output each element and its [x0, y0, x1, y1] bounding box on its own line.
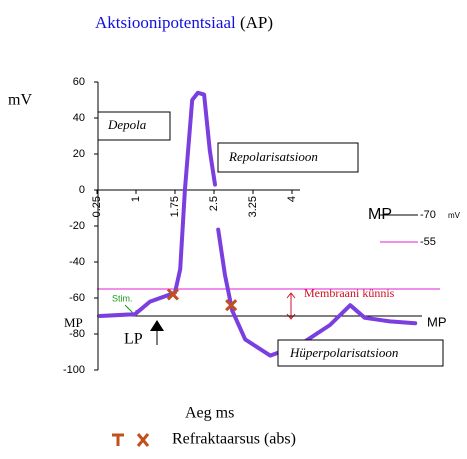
threshold-arrow	[286, 292, 296, 320]
legend-label: Refraktaarsus (abs)	[172, 431, 296, 448]
annotation: Depola	[107, 117, 147, 132]
y-tick-label: 20	[73, 148, 85, 160]
y-tick-label: 40	[73, 112, 85, 124]
y-tick-label: -80	[69, 328, 85, 340]
annotation: Membraani künnis	[304, 286, 395, 300]
annotation: Repolarisatsioon	[228, 149, 318, 164]
x-tick-label: 3.25	[247, 196, 259, 217]
title-main: Aktsioonipotentsiaal	[95, 13, 236, 32]
box	[277, 339, 444, 367]
y-tick-label: 0	[79, 184, 85, 196]
annotation: Hüperpolarisatsioon	[289, 345, 398, 360]
annotation: Stim.	[112, 293, 133, 303]
lp-marker	[150, 320, 164, 331]
x-tick-label: 1	[130, 196, 142, 202]
legend-value: -70	[420, 209, 436, 221]
legend-icon	[136, 433, 150, 447]
box	[217, 142, 359, 173]
x-tick-label: 1.75	[169, 196, 181, 217]
x-axis-label: Aeg ms	[185, 405, 234, 422]
refractory-mark	[166, 288, 179, 301]
refractory-mark	[225, 299, 238, 312]
y-tick-label: -20	[69, 220, 85, 232]
y-tick-label: -100	[63, 364, 85, 376]
x-tick-label: 2.5	[208, 196, 220, 211]
legend-unit: mV	[448, 211, 461, 220]
y-tick-label: 60	[73, 76, 85, 88]
chart-title: Aktsioonipotentsiaal (AP)	[95, 13, 273, 32]
y-tick-label: -60	[69, 292, 85, 304]
y-axis-label: mV	[8, 92, 32, 109]
annotation: MP	[64, 315, 83, 330]
title-suffix: (AP)	[240, 13, 273, 32]
legend-value: -55	[420, 236, 436, 248]
x-tick-label: 0.25	[91, 196, 103, 217]
legend-icon	[112, 433, 124, 446]
x-tick-label: 4	[286, 196, 298, 202]
annotation: MP	[427, 314, 447, 329]
annotation: LP	[124, 331, 143, 348]
y-tick-label: -40	[69, 256, 85, 268]
